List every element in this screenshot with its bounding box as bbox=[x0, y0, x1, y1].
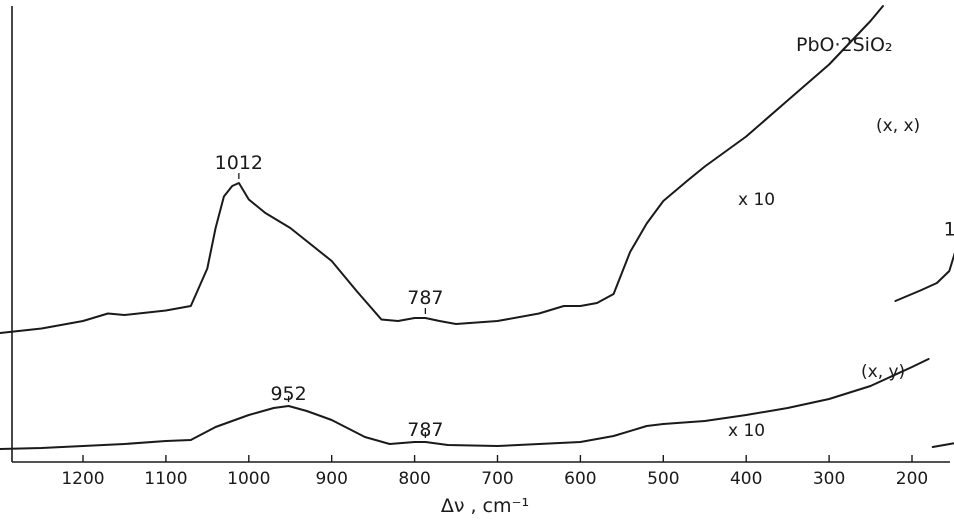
x-tick-label: 1000 bbox=[227, 469, 270, 489]
x-tick-label: 200 bbox=[896, 469, 928, 489]
chart-title: PbO·2SiO₂ bbox=[796, 34, 893, 56]
polarization-xy-label: (x, y) bbox=[861, 362, 905, 382]
peak-label: 1012 bbox=[215, 152, 263, 174]
x-tick-label: 400 bbox=[730, 469, 762, 489]
peak-markers: 101278714095278742 bbox=[215, 152, 954, 441]
spectrum-traces bbox=[0, 5, 954, 450]
x-tick-label: 1100 bbox=[144, 469, 187, 489]
scale-x10-label-lower: x 10 bbox=[728, 421, 765, 441]
trace-xx bbox=[0, 5, 884, 334]
peak-label: 140 bbox=[944, 219, 954, 241]
x-tick-label: 900 bbox=[315, 469, 347, 489]
scale-x10-label-upper: x 10 bbox=[738, 190, 775, 210]
x-tick-label: 300 bbox=[813, 469, 845, 489]
x-tick-label: 800 bbox=[398, 469, 430, 489]
trace-xy-x10 bbox=[931, 442, 954, 448]
trace-xy bbox=[0, 358, 930, 450]
x-axis-ticks: 120011001000900800700600500400300200100 bbox=[61, 455, 928, 489]
peak-label: 787 bbox=[407, 287, 443, 309]
axes bbox=[11, 6, 950, 463]
x-tick-label: 600 bbox=[564, 469, 596, 489]
polarization-xx-label: (x, x) bbox=[876, 116, 920, 136]
peak-label: 952 bbox=[270, 383, 306, 405]
x-axis-label: Δν , cm⁻¹ bbox=[441, 495, 529, 517]
x-tick-label: 500 bbox=[647, 469, 679, 489]
trace-xx-x10 bbox=[894, 252, 954, 302]
x-tick-label: 1200 bbox=[61, 469, 104, 489]
peak-label: 787 bbox=[407, 419, 443, 441]
x-tick-label: 700 bbox=[481, 469, 513, 489]
